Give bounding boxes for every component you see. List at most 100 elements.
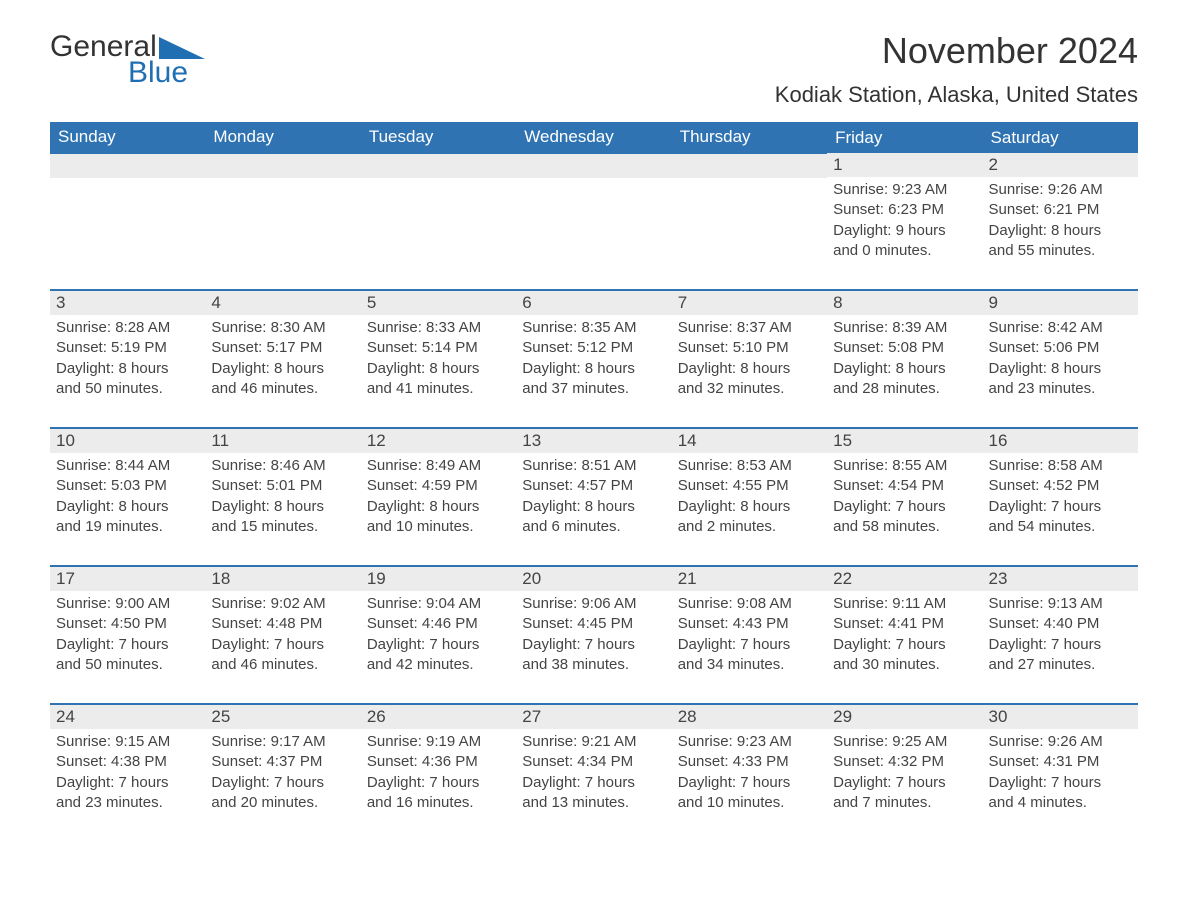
empty-day-bar bbox=[672, 154, 827, 178]
day-number: 20 bbox=[516, 567, 671, 591]
daylight-text-1: Daylight: 9 hours bbox=[833, 221, 976, 241]
daylight-text-1: Daylight: 7 hours bbox=[989, 773, 1132, 793]
day-number: 29 bbox=[827, 705, 982, 729]
calendar-day-cell: 18Sunrise: 9:02 AMSunset: 4:48 PMDayligh… bbox=[205, 566, 360, 704]
daylight-text-1: Daylight: 7 hours bbox=[367, 773, 510, 793]
daylight-text-2: and 34 minutes. bbox=[678, 655, 821, 675]
sunset-text: Sunset: 4:33 PM bbox=[678, 752, 821, 772]
weekday-header: Wednesday bbox=[516, 122, 671, 153]
day-details: Sunrise: 9:26 AMSunset: 6:21 PMDaylight:… bbox=[983, 177, 1138, 289]
daylight-text-1: Daylight: 7 hours bbox=[989, 497, 1132, 517]
empty-day-details bbox=[672, 178, 827, 209]
sunset-text: Sunset: 4:52 PM bbox=[989, 476, 1132, 496]
calendar-day-cell bbox=[672, 153, 827, 290]
day-number: 27 bbox=[516, 705, 671, 729]
calendar-day-cell: 11Sunrise: 8:46 AMSunset: 5:01 PMDayligh… bbox=[205, 428, 360, 566]
day-details: Sunrise: 9:02 AMSunset: 4:48 PMDaylight:… bbox=[205, 591, 360, 703]
calendar-day-cell: 25Sunrise: 9:17 AMSunset: 4:37 PMDayligh… bbox=[205, 704, 360, 841]
day-number: 23 bbox=[983, 567, 1138, 591]
sunset-text: Sunset: 5:19 PM bbox=[56, 338, 199, 358]
calendar-day-cell: 24Sunrise: 9:15 AMSunset: 4:38 PMDayligh… bbox=[50, 704, 205, 841]
day-number: 12 bbox=[361, 429, 516, 453]
sunrise-text: Sunrise: 9:04 AM bbox=[367, 594, 510, 614]
sunrise-text: Sunrise: 9:26 AM bbox=[989, 180, 1132, 200]
sunset-text: Sunset: 4:59 PM bbox=[367, 476, 510, 496]
sunrise-text: Sunrise: 8:44 AM bbox=[56, 456, 199, 476]
daylight-text-2: and 6 minutes. bbox=[522, 517, 665, 537]
sunrise-text: Sunrise: 8:42 AM bbox=[989, 318, 1132, 338]
daylight-text-2: and 55 minutes. bbox=[989, 241, 1132, 261]
daylight-text-2: and 23 minutes. bbox=[56, 793, 199, 813]
day-details: Sunrise: 9:23 AMSunset: 4:33 PMDaylight:… bbox=[672, 729, 827, 841]
calendar-week-row: 24Sunrise: 9:15 AMSunset: 4:38 PMDayligh… bbox=[50, 704, 1138, 841]
sunset-text: Sunset: 5:01 PM bbox=[211, 476, 354, 496]
calendar-day-cell: 26Sunrise: 9:19 AMSunset: 4:36 PMDayligh… bbox=[361, 704, 516, 841]
sunrise-text: Sunrise: 9:23 AM bbox=[833, 180, 976, 200]
day-details: Sunrise: 8:44 AMSunset: 5:03 PMDaylight:… bbox=[50, 453, 205, 565]
day-details: Sunrise: 9:13 AMSunset: 4:40 PMDaylight:… bbox=[983, 591, 1138, 703]
calendar-day-cell: 6Sunrise: 8:35 AMSunset: 5:12 PMDaylight… bbox=[516, 290, 671, 428]
location: Kodiak Station, Alaska, United States bbox=[775, 82, 1138, 108]
daylight-text-1: Daylight: 8 hours bbox=[522, 497, 665, 517]
day-number: 2 bbox=[983, 153, 1138, 177]
day-number: 28 bbox=[672, 705, 827, 729]
day-details: Sunrise: 8:35 AMSunset: 5:12 PMDaylight:… bbox=[516, 315, 671, 427]
day-details: Sunrise: 9:15 AMSunset: 4:38 PMDaylight:… bbox=[50, 729, 205, 841]
daylight-text-2: and 28 minutes. bbox=[833, 379, 976, 399]
day-details: Sunrise: 8:39 AMSunset: 5:08 PMDaylight:… bbox=[827, 315, 982, 427]
day-details: Sunrise: 9:25 AMSunset: 4:32 PMDaylight:… bbox=[827, 729, 982, 841]
day-details: Sunrise: 9:17 AMSunset: 4:37 PMDaylight:… bbox=[205, 729, 360, 841]
daylight-text-2: and 37 minutes. bbox=[522, 379, 665, 399]
daylight-text-1: Daylight: 7 hours bbox=[678, 773, 821, 793]
daylight-text-1: Daylight: 8 hours bbox=[989, 359, 1132, 379]
day-details: Sunrise: 9:21 AMSunset: 4:34 PMDaylight:… bbox=[516, 729, 671, 841]
calendar-day-cell: 3 Sunrise: 8:28 AMSunset: 5:19 PMDaylight… bbox=[50, 290, 205, 428]
day-number: 7 bbox=[672, 291, 827, 315]
daylight-text-2: and 41 minutes. bbox=[367, 379, 510, 399]
sunset-text: Sunset: 4:41 PM bbox=[833, 614, 976, 634]
calendar-day-cell: 17Sunrise: 9:00 AMSunset: 4:50 PMDayligh… bbox=[50, 566, 205, 704]
daylight-text-2: and 0 minutes. bbox=[833, 241, 976, 261]
sunrise-text: Sunrise: 9:06 AM bbox=[522, 594, 665, 614]
daylight-text-1: Daylight: 7 hours bbox=[211, 635, 354, 655]
daylight-text-2: and 38 minutes. bbox=[522, 655, 665, 675]
daylight-text-2: and 4 minutes. bbox=[989, 793, 1132, 813]
calendar-day-cell: 21Sunrise: 9:08 AMSunset: 4:43 PMDayligh… bbox=[672, 566, 827, 704]
sunset-text: Sunset: 5:08 PM bbox=[833, 338, 976, 358]
daylight-text-1: Daylight: 8 hours bbox=[522, 359, 665, 379]
daylight-text-1: Daylight: 7 hours bbox=[522, 635, 665, 655]
daylight-text-1: Daylight: 8 hours bbox=[367, 359, 510, 379]
day-details: Sunrise: 8:55 AMSunset: 4:54 PMDaylight:… bbox=[827, 453, 982, 565]
sunrise-text: Sunrise: 9:26 AM bbox=[989, 732, 1132, 752]
calendar-day-cell: 27Sunrise: 9:21 AMSunset: 4:34 PMDayligh… bbox=[516, 704, 671, 841]
day-number: 25 bbox=[205, 705, 360, 729]
sunrise-text: Sunrise: 8:49 AM bbox=[367, 456, 510, 476]
day-details: Sunrise: 9:00 AMSunset: 4:50 PMDaylight:… bbox=[50, 591, 205, 703]
day-number: 3 bbox=[50, 291, 205, 315]
daylight-text-2: and 58 minutes. bbox=[833, 517, 976, 537]
daylight-text-2: and 27 minutes. bbox=[989, 655, 1132, 675]
empty-day-details bbox=[205, 178, 360, 209]
empty-day-bar bbox=[361, 154, 516, 178]
sunset-text: Sunset: 4:34 PM bbox=[522, 752, 665, 772]
weekday-header-row: Sunday Monday Tuesday Wednesday Thursday… bbox=[50, 122, 1138, 153]
daylight-text-1: Daylight: 8 hours bbox=[678, 359, 821, 379]
sunset-text: Sunset: 4:40 PM bbox=[989, 614, 1132, 634]
sunrise-text: Sunrise: 8:28 AM bbox=[56, 318, 199, 338]
empty-day-details bbox=[50, 178, 205, 209]
weekday-header: Sunday bbox=[50, 122, 205, 153]
calendar-day-cell: 13Sunrise: 8:51 AMSunset: 4:57 PMDayligh… bbox=[516, 428, 671, 566]
sunset-text: Sunset: 4:46 PM bbox=[367, 614, 510, 634]
daylight-text-2: and 54 minutes. bbox=[989, 517, 1132, 537]
calendar-day-cell: 14Sunrise: 8:53 AMSunset: 4:55 PMDayligh… bbox=[672, 428, 827, 566]
empty-day-bar bbox=[205, 154, 360, 178]
daylight-text-2: and 23 minutes. bbox=[989, 379, 1132, 399]
sunset-text: Sunset: 5:10 PM bbox=[678, 338, 821, 358]
daylight-text-2: and 46 minutes. bbox=[211, 655, 354, 675]
day-number: 9 bbox=[983, 291, 1138, 315]
day-number: 15 bbox=[827, 429, 982, 453]
daylight-text-1: Daylight: 8 hours bbox=[56, 359, 199, 379]
daylight-text-1: Daylight: 8 hours bbox=[211, 497, 354, 517]
day-number: 5 bbox=[361, 291, 516, 315]
sunrise-text: Sunrise: 8:39 AM bbox=[833, 318, 976, 338]
